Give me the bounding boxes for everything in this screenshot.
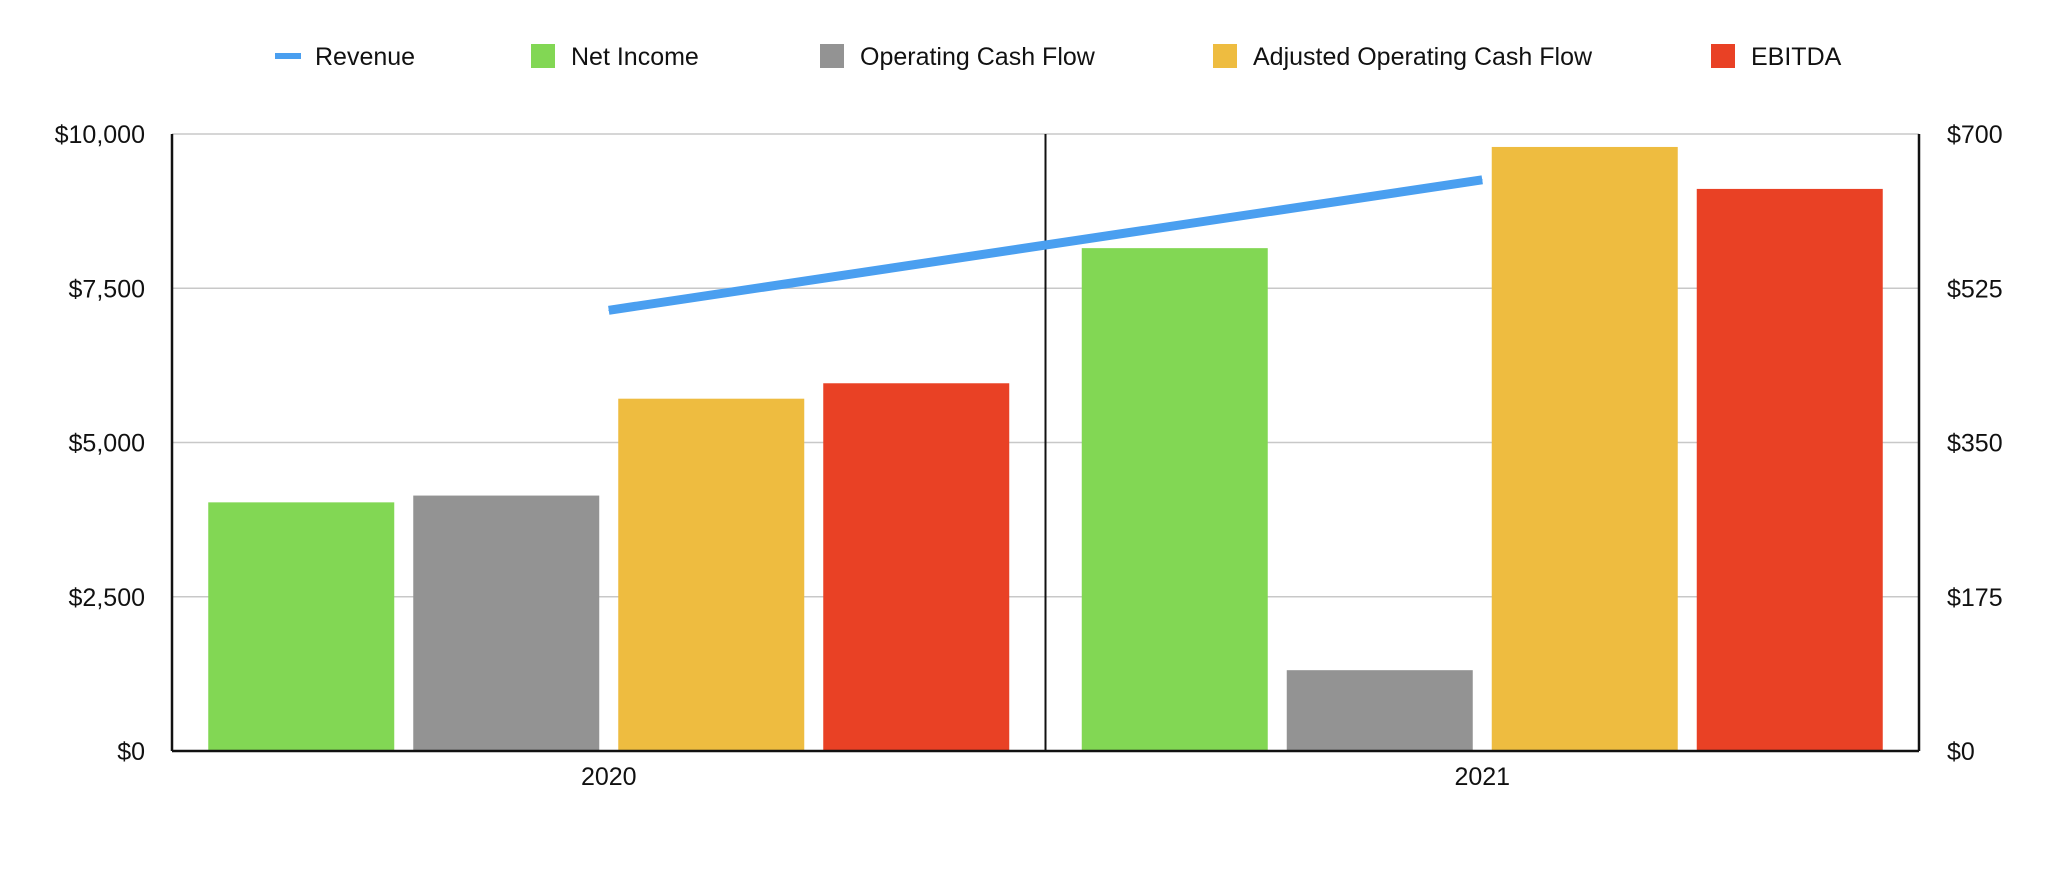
right-tick-label: $700: [1947, 121, 2003, 149]
legend-swatch-net-income: [531, 44, 555, 68]
point-revenue-2021: [1481, 179, 1483, 181]
legend-item-operating-cash-flow: Operating Cash Flow: [820, 43, 1096, 71]
legend-item-adjusted-operating-cash-flow: Adjusted Operating Cash Flow: [1213, 43, 1593, 71]
right-tick-label: $0: [1947, 738, 1975, 766]
bar-operating-cash-flow-2020: [413, 495, 600, 751]
legend-swatch-adjusted-operating-cash-flow: [1213, 44, 1237, 68]
x-tick-label: 2020: [581, 763, 637, 791]
left-tick-label: $2,500: [69, 584, 145, 612]
bar-ebitda-2021: [1696, 188, 1883, 752]
bar-adjusted-operating-cash-flow-2020: [618, 398, 805, 751]
right-axis-ticks: $0 $175 $350 $525 $700: [1947, 121, 2003, 766]
legend: Revenue Net Income Operating Cash Flow Adju…: [275, 43, 1842, 71]
legend-swatch-ebitda: [1711, 44, 1735, 68]
x-axis-ticks: 2020 2021: [581, 763, 1510, 791]
left-tick-label: $5,000: [69, 430, 145, 458]
x-tick-label: 2021: [1454, 763, 1510, 791]
bar-net-income-2021: [1081, 248, 1268, 751]
legend-item-revenue: Revenue: [275, 43, 415, 71]
bars-group: [208, 146, 1883, 752]
point-revenue-2020: [608, 309, 610, 311]
bar-adjusted-operating-cash-flow-2021: [1491, 146, 1678, 751]
legend-swatch-revenue: [275, 53, 301, 59]
legend-item-net-income: Net Income: [531, 43, 699, 71]
legend-label: EBITDA: [1751, 43, 1842, 71]
axes: [170, 134, 1921, 753]
bar-net-income-2020: [208, 502, 395, 751]
right-tick-label: $350: [1947, 430, 2003, 458]
left-tick-label: $10,000: [55, 121, 145, 149]
line-revenue: [608, 175, 1483, 315]
legend-label: Revenue: [315, 43, 415, 71]
bar-ebitda-2020: [823, 383, 1010, 751]
bar-operating-cash-flow-2021: [1286, 670, 1473, 751]
left-axis-ticks: $0 $2,500 $5,000 $7,500 $10,000: [55, 121, 145, 766]
legend-label: Net Income: [571, 43, 699, 71]
right-tick-label: $175: [1947, 584, 2003, 612]
legend-item-ebitda: EBITDA: [1711, 43, 1842, 71]
left-tick-label: $7,500: [69, 275, 145, 303]
lines-group: [608, 175, 1483, 315]
left-tick-label: $0: [117, 738, 145, 766]
right-tick-label: $525: [1947, 275, 2003, 303]
legend-label: Adjusted Operating Cash Flow: [1253, 43, 1593, 71]
legend-swatch-operating-cash-flow: [820, 44, 844, 68]
legend-label: Operating Cash Flow: [860, 43, 1096, 71]
